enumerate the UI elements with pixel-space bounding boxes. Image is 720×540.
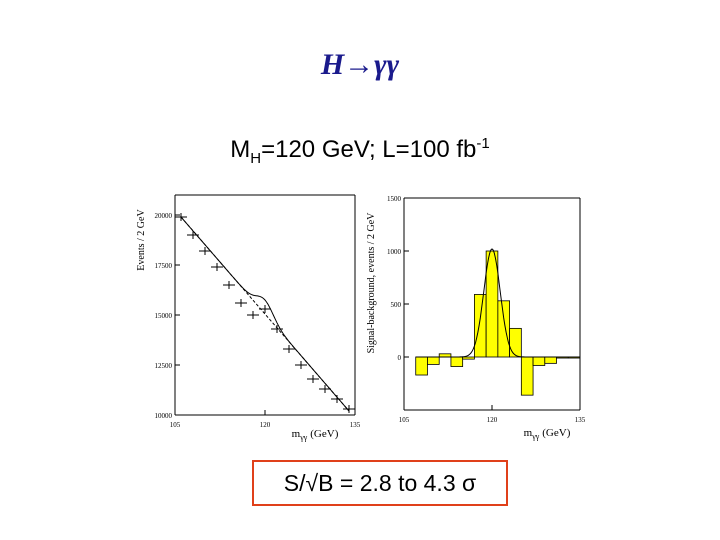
right-histogram-bar	[544, 356, 557, 364]
right-y-ticks: 0 500 1000 1500	[387, 195, 409, 362]
left-x-axis-symbol: m	[292, 428, 301, 440]
left-plot-area	[175, 213, 355, 413]
left-y-tick-label: 17500	[155, 262, 173, 270]
mass-spectrum-chart: Events / 2 GeV 10000 12500 15000 17500 20000…	[136, 194, 361, 442]
right-histogram-bar	[497, 300, 511, 358]
left-x-ticks: 105 120 135	[170, 410, 361, 429]
slide-subtitle: MH=120 GeV; L=100 fb-1	[0, 135, 720, 167]
right-fit-layer	[415, 248, 580, 358]
subtitle-mass-subscript: H	[250, 149, 262, 167]
right-histogram-bar	[509, 327, 522, 358]
right-histogram-bar	[532, 356, 546, 366]
significance-box: S/√B = 2.8 to 4.3 σ	[252, 460, 508, 506]
right-x-axis-subscript: γγ	[531, 432, 540, 441]
left-x-axis-unit: (GeV)	[310, 428, 338, 440]
right-y-tick-label: 1000	[387, 248, 402, 256]
signal-minus-background-chart: Signal-background, events / 2 GeV 0 500 10…	[366, 195, 586, 441]
left-y-axis-label: Events / 2 GeV	[136, 209, 147, 271]
right-x-ticks: 105 120 135	[399, 405, 586, 424]
left-y-tick-label: 12500	[155, 362, 173, 370]
left-x-axis-subscript: γγ	[299, 433, 308, 442]
right-histogram-bar	[450, 356, 464, 367]
right-histogram-bar	[427, 356, 440, 365]
right-histogram-bar	[415, 356, 428, 376]
right-x-axis-label: mγγ (GeV)	[524, 427, 571, 441]
left-x-tick-label: 135	[350, 421, 361, 429]
left-x-axis-label: mγγ (GeV)	[292, 428, 339, 442]
left-y-tick-label: 10000	[155, 412, 173, 420]
right-y-tick-label: 0	[398, 354, 402, 362]
right-x-axis-symbol: m	[524, 427, 533, 439]
right-histogram-bar	[462, 356, 475, 360]
left-signal-plus-background-fit	[180, 216, 350, 412]
right-y-tick-label: 1500	[387, 195, 402, 203]
left-y-ticks: 10000 12500 15000 17500 20000	[155, 212, 180, 420]
right-histogram-bar	[474, 294, 487, 358]
right-x-tick-label: 135	[575, 416, 586, 424]
right-x-axis-unit: (GeV)	[542, 427, 570, 439]
left-x-tick-label: 120	[260, 421, 271, 429]
subtitle-text: =120 GeV; L=100 fb	[261, 136, 477, 163]
right-x-tick-label: 105	[399, 416, 410, 424]
right-histogram-bar	[520, 356, 534, 396]
slide-title: H→γγ	[320, 48, 400, 81]
subtitle-lumi-exponent: -1	[476, 135, 490, 152]
subtitle-mass-symbol: M	[230, 136, 251, 163]
right-gaussian-fit-curve	[415, 248, 580, 358]
left-y-tick-label: 15000	[155, 312, 173, 320]
right-histogram	[415, 250, 581, 396]
right-histogram-bar	[485, 250, 499, 358]
right-x-tick-label: 120	[487, 416, 498, 424]
left-y-tick-label: 20000	[155, 212, 173, 220]
right-y-tick-label: 500	[391, 301, 402, 309]
right-y-axis-label: Signal-background, events / 2 GeV	[366, 212, 377, 354]
left-x-tick-label: 105	[170, 421, 181, 429]
